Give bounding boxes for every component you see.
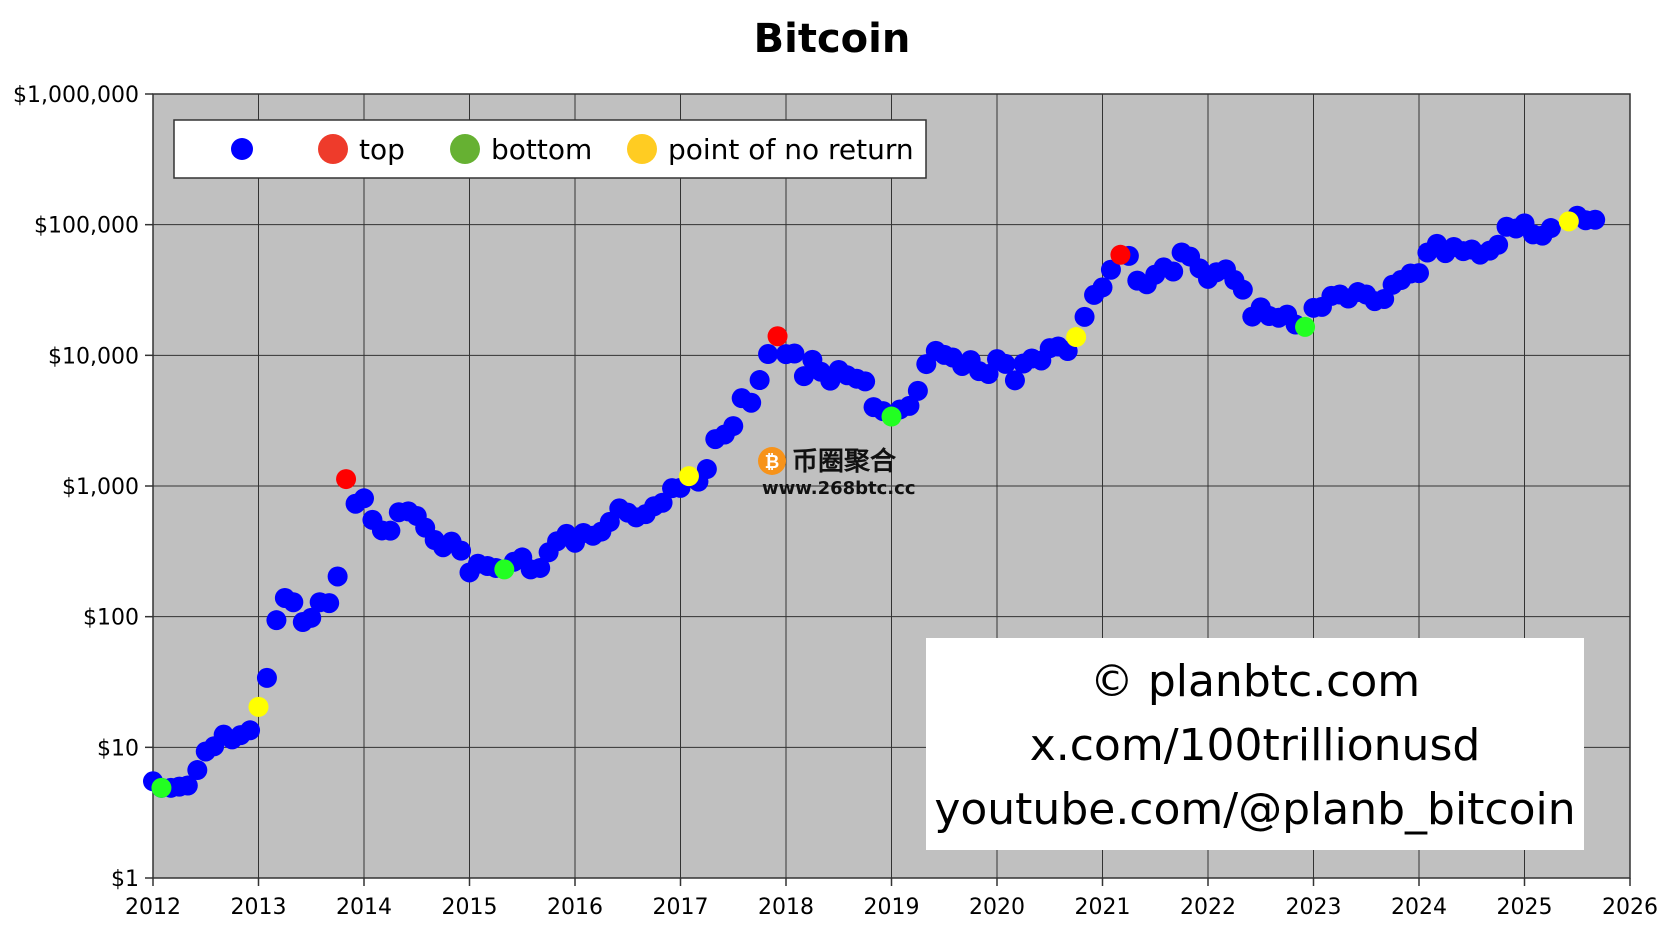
x-tick-label: 2025 bbox=[1497, 895, 1553, 920]
top-point-series bbox=[336, 244, 1131, 490]
x-tick-label: 2026 bbox=[1602, 895, 1658, 920]
price-point bbox=[758, 344, 779, 365]
credit-line-youtube: youtube.com/@planb_bitcoin bbox=[934, 784, 1575, 835]
price-point bbox=[327, 566, 348, 587]
credit-box: © planbtc.com x.com/100trillionusd youtu… bbox=[926, 638, 1584, 850]
y-axis-ticks: $1 $10 $100 $1,000 $10,000 $100,000 $1,000,000 bbox=[13, 83, 153, 892]
x-tick-label: 2016 bbox=[547, 895, 603, 920]
price-point bbox=[1232, 279, 1253, 300]
price-point bbox=[1163, 261, 1184, 282]
price-point bbox=[696, 459, 717, 480]
y-tick-label: $100 bbox=[83, 606, 139, 631]
bitcoin-logo-icon bbox=[758, 447, 786, 475]
x-tick-label: 2018 bbox=[758, 895, 814, 920]
legend-swatch-point-of-no-return bbox=[627, 134, 657, 164]
price-point bbox=[177, 775, 198, 796]
price-point bbox=[1488, 234, 1509, 255]
x-tick-label: 2019 bbox=[864, 895, 920, 920]
price-point bbox=[1409, 263, 1429, 284]
chart-title: Bitcoin bbox=[754, 16, 911, 62]
price-point bbox=[240, 720, 261, 741]
price-point bbox=[1540, 218, 1561, 239]
top-point bbox=[1110, 244, 1131, 265]
legend-swatch-price bbox=[231, 138, 253, 160]
price-point bbox=[741, 392, 762, 413]
price-point bbox=[187, 760, 208, 781]
x-tick-label: 2015 bbox=[442, 895, 498, 920]
price-point bbox=[652, 492, 673, 513]
price-point bbox=[319, 593, 340, 614]
x-tick-label: 2024 bbox=[1391, 895, 1447, 920]
price-point bbox=[1585, 209, 1606, 230]
price-point bbox=[354, 488, 374, 509]
bottom-point bbox=[151, 777, 172, 798]
price-point bbox=[266, 610, 287, 631]
legend-swatch-top bbox=[318, 134, 348, 164]
watermark-url: www.268btc.cc bbox=[762, 478, 915, 499]
price-point bbox=[530, 557, 551, 578]
x-tick-label: 2012 bbox=[125, 895, 181, 920]
x-tick-label: 2021 bbox=[1075, 895, 1131, 920]
point-of-no-return-point bbox=[1558, 211, 1579, 232]
point-of-no-return-point bbox=[1066, 327, 1087, 348]
x-tick-label: 2023 bbox=[1286, 895, 1342, 920]
x-tick-label: 2014 bbox=[336, 895, 392, 920]
y-tick-label: $1 bbox=[111, 867, 139, 892]
svg-text:₿: ₿ bbox=[765, 452, 780, 473]
bottom-point bbox=[881, 406, 902, 427]
price-point bbox=[978, 364, 999, 385]
point-of-no-return-point-series bbox=[248, 211, 1579, 717]
legend-swatch-bottom bbox=[450, 134, 480, 164]
price-point bbox=[749, 370, 770, 391]
y-tick-label: $1,000,000 bbox=[13, 83, 139, 108]
y-tick-label: $1,000 bbox=[62, 475, 139, 500]
legend-box bbox=[173, 119, 927, 179]
price-point bbox=[855, 371, 876, 392]
price-point bbox=[793, 366, 814, 387]
price-point bbox=[256, 667, 277, 688]
bottom-point-series bbox=[151, 316, 1316, 798]
legend-label-top: top bbox=[359, 133, 405, 166]
price-point bbox=[723, 416, 744, 437]
legend-label-point-of-no-return: point of no return bbox=[668, 133, 914, 166]
bottom-point bbox=[494, 559, 515, 580]
price-point bbox=[283, 592, 304, 613]
bottom-point bbox=[1295, 316, 1316, 337]
x-tick-label: 2020 bbox=[969, 895, 1025, 920]
price-point bbox=[784, 343, 805, 364]
legend: top bottom point of no return bbox=[173, 119, 927, 179]
credit-line-site: © planbtc.com bbox=[1090, 656, 1420, 707]
credit-background bbox=[926, 638, 1584, 850]
point-of-no-return-point bbox=[678, 466, 699, 487]
top-point bbox=[336, 469, 357, 490]
price-point bbox=[907, 380, 928, 401]
top-point bbox=[767, 326, 788, 347]
x-tick-label: 2022 bbox=[1180, 895, 1236, 920]
y-tick-label: $10,000 bbox=[48, 344, 139, 369]
watermark-text: 币圈聚合 bbox=[792, 446, 897, 477]
price-point bbox=[1074, 306, 1095, 327]
credit-line-x: x.com/100trillionusd bbox=[1030, 720, 1481, 771]
y-tick-label: $10 bbox=[97, 736, 139, 761]
point-of-no-return-point bbox=[248, 696, 269, 717]
price-point bbox=[380, 520, 401, 541]
watermark: ₿ 币圈聚合 www.268btc.cc bbox=[758, 446, 915, 499]
y-tick-label: $100,000 bbox=[34, 214, 139, 239]
price-point bbox=[451, 540, 472, 561]
x-tick-label: 2013 bbox=[231, 895, 287, 920]
data-points bbox=[143, 205, 1606, 798]
price-point bbox=[995, 353, 1016, 374]
price-point bbox=[899, 395, 920, 416]
x-tick-label: 2017 bbox=[653, 895, 709, 920]
legend-label-bottom: bottom bbox=[491, 133, 592, 166]
price-point bbox=[1092, 277, 1113, 298]
price-point bbox=[1100, 259, 1121, 280]
price-point bbox=[1004, 370, 1025, 391]
price-point bbox=[301, 607, 322, 628]
x-axis-ticks: 2012 2013 2014 2015 2016 2017 2018 2019 2020 2021… bbox=[125, 878, 1658, 920]
